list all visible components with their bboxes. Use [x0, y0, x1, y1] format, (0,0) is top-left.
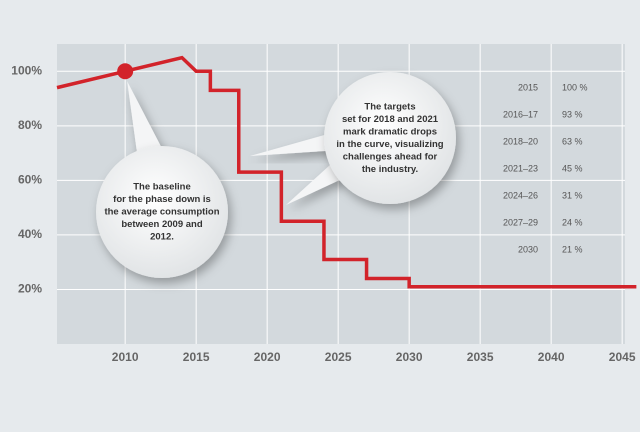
x-tick-label: 2035 — [467, 350, 494, 364]
annotation-line: the industry. — [362, 164, 418, 175]
annotation-line: 2012. — [150, 232, 174, 243]
table-value: 93 % — [562, 109, 583, 119]
annotation-line: The baseline — [133, 182, 191, 193]
table-value: 63 % — [562, 136, 583, 146]
x-tick-label: 2030 — [396, 350, 423, 364]
annotation-line: in the curve, visualizing — [336, 139, 443, 150]
x-tick-label: 2040 — [538, 350, 565, 364]
annotation-line: challenges ahead for — [343, 151, 438, 162]
table-value: 24 % — [562, 217, 583, 227]
callout-bubble — [96, 146, 228, 278]
callout-pointer — [250, 132, 340, 156]
table-year: 2027–29 — [503, 217, 538, 227]
y-tick-label: 60% — [18, 173, 42, 187]
x-tick-label: 2025 — [325, 350, 352, 364]
table-year: 2024–26 — [503, 190, 538, 200]
table-value: 45 % — [562, 163, 583, 173]
callout-bubble — [324, 72, 456, 204]
y-tick-label: 100% — [11, 63, 42, 77]
annotation-line: The targets — [364, 101, 415, 112]
baseline-marker — [117, 63, 134, 80]
table-year: 2016–17 — [503, 109, 538, 119]
annotation-line: set for 2018 and 2021 — [342, 114, 439, 125]
y-tick-label: 20% — [18, 282, 42, 296]
table-value: 31 % — [562, 190, 583, 200]
callout-pointer — [127, 81, 168, 160]
x-tick-label: 2045 — [609, 350, 636, 364]
table-year: 2018–20 — [503, 136, 538, 146]
y-tick-label: 80% — [18, 118, 42, 132]
annotation-line: mark dramatic drops — [343, 126, 437, 137]
line — [56, 55, 637, 289]
callout-pointer — [286, 165, 344, 205]
y-tick-label: 40% — [18, 227, 42, 241]
table-year: 2015 — [518, 82, 538, 92]
table-year: 2021–23 — [503, 163, 538, 173]
annotation-line: between 2009 and — [121, 219, 203, 230]
x-tick-label: 2010 — [112, 350, 139, 364]
table-value: 100 % — [562, 82, 588, 92]
annotation-line: the average consumption — [104, 207, 219, 218]
x-tick-label: 2020 — [254, 350, 281, 364]
table-year: 2030 — [518, 244, 538, 254]
table-value: 21 % — [562, 244, 583, 254]
x-tick-label: 2015 — [183, 350, 210, 364]
annotation-line: for the phase down is — [113, 194, 211, 205]
